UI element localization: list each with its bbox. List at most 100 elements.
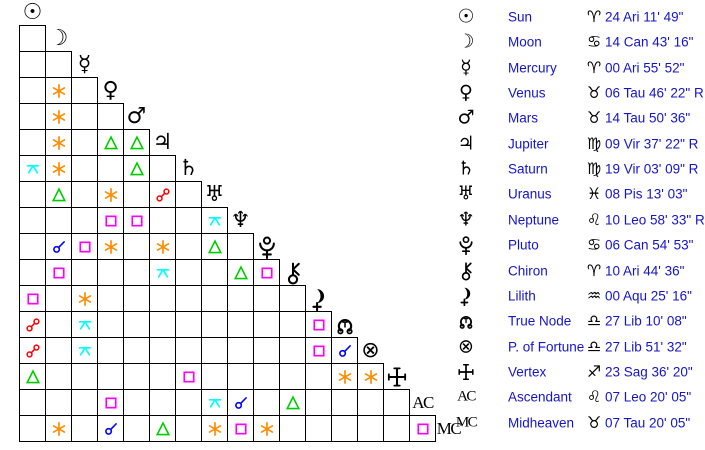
sextile-aspect-icon	[364, 369, 377, 384]
aspect-cell-saturn-jupiter	[149, 155, 176, 182]
conjunction-aspect-icon	[338, 344, 351, 357]
pisces-sign-cell: ♓	[583, 185, 605, 202]
position-row-moon: ☽ Moon ♋ 14 Can 43' 16"	[448, 29, 705, 54]
aspect-cell-jupiter-moon	[45, 129, 72, 156]
sextile-aspect-icon	[156, 239, 169, 254]
aspect-cell-vertex-chiron	[279, 363, 306, 390]
aspect-cell-ac-vertex	[383, 389, 410, 416]
position-row-venus: ♀ Venus ♉ 06 Tau 46' 22" R	[448, 80, 705, 105]
aspect-cell-neptune-uranus	[201, 207, 228, 234]
aspect-cell-pluto-jupiter	[149, 233, 176, 260]
aspect-cell-true-node-pluto	[253, 311, 280, 338]
trine-aspect-icon	[129, 134, 144, 149]
conjunction-aspect-icon	[104, 422, 117, 435]
aspect-cell-pluto-venus	[97, 233, 124, 260]
grid-point-ac: AC	[410, 390, 435, 415]
aspect-cell-fortune-mercury	[71, 337, 98, 364]
virgo-sign-cell: ♍	[583, 160, 605, 177]
sextile-aspect-icon	[260, 421, 273, 436]
aspect-cell-ac-uranus	[201, 389, 228, 416]
aspect-cell-vertex-fortune	[357, 363, 384, 390]
libra-sign-cell: ♎	[583, 338, 605, 355]
aspect-cell-mc-fortune	[357, 415, 384, 442]
square-aspect-icon	[312, 344, 325, 357]
aspect-cell-neptune-moon	[45, 207, 72, 234]
mercury-glyph-cell: ☿	[448, 58, 484, 77]
aspect-cell-fortune-saturn	[175, 337, 202, 364]
venus-glyph-cell: ♀	[448, 83, 484, 102]
virgo-icon: ♍	[586, 133, 602, 153]
aspect-cell-mc-vertex	[383, 415, 410, 442]
aspect-cell-fortune-lilith	[305, 337, 332, 364]
sextile-aspect-icon	[52, 421, 65, 436]
aspect-cell-mercury-moon	[45, 51, 72, 78]
mercury-icon: ☿	[77, 51, 92, 77]
quincunx-aspect-icon	[26, 164, 39, 174]
aspect-cell-neptune-jupiter	[149, 207, 176, 234]
mars-icon: ♂	[457, 106, 475, 128]
trine-aspect-icon	[51, 186, 66, 201]
aspect-cell-lilith-chiron	[279, 285, 306, 312]
aspect-cell-ac-mercury	[71, 389, 98, 416]
cancer-icon: ♋	[586, 31, 602, 51]
aspect-cell-fortune-true-node	[331, 337, 358, 364]
sextile-aspect-icon	[208, 421, 221, 436]
aspect-cell-mc-pluto	[253, 415, 280, 442]
position-row-mc: MC Midheaven ♉ 07 Tau 20' 05"	[448, 410, 705, 435]
chiron-icon	[287, 262, 300, 284]
position-row-saturn: ♄ Saturn ♍ 19 Vir 03' 09" R	[448, 156, 705, 181]
aspect-cell-chiron-jupiter	[149, 259, 176, 286]
sun-icon: ☉	[457, 5, 475, 27]
aspect-cell-moon-sun	[19, 25, 46, 52]
lilith-icon	[460, 287, 471, 306]
position-row-vertex: Vertex ♐ 23 Sag 36' 20"	[448, 359, 705, 384]
trine-aspect-icon	[103, 134, 118, 149]
square-aspect-icon	[260, 266, 273, 279]
aspect-cell-pluto-saturn	[175, 233, 202, 260]
square-aspect-icon	[52, 266, 65, 279]
planet-name: Sun	[508, 9, 533, 24]
aspect-cell-fortune-sun	[19, 337, 46, 364]
aspect-cell-uranus-moon	[45, 181, 72, 208]
grid-point-mars: ♂	[124, 104, 149, 129]
planet-position: 00 Ari 55' 52"	[605, 60, 685, 75]
planet-name: Saturn	[508, 161, 548, 176]
mc-label: MC	[436, 418, 462, 438]
position-row-mercury: ☿ Mercury ♈ 00 Ari 55' 52"	[448, 55, 705, 80]
aspect-cell-true-node-neptune	[227, 311, 254, 338]
aspect-cell-ac-lilith	[305, 389, 332, 416]
aspect-cell-true-node-saturn	[175, 311, 202, 338]
aspect-cell-ac-moon	[45, 389, 72, 416]
aspect-cell-venus-moon	[45, 77, 72, 104]
planet-position: 10 Ari 44' 36"	[605, 263, 685, 278]
aspect-cell-chiron-mars	[123, 259, 150, 286]
planet-position: 27 Lib 51' 32"	[605, 339, 687, 354]
planet-position: 09 Vir 37' 22" R	[605, 136, 699, 151]
ac-label: AC	[457, 388, 476, 404]
trine-aspect-icon	[25, 368, 40, 383]
aspect-cell-mc-mars	[123, 415, 150, 442]
grid-point-chiron	[280, 260, 305, 285]
aspect-cell-true-node-chiron	[279, 311, 306, 338]
aspect-cell-jupiter-sun	[19, 129, 46, 156]
pluto-glyph-cell	[448, 235, 484, 255]
opposition-aspect-icon	[25, 343, 40, 358]
grid-point-moon: ☽	[46, 26, 71, 51]
aspect-cell-uranus-jupiter	[149, 181, 176, 208]
aspect-cell-mc-chiron	[279, 415, 306, 442]
planet-position: 06 Tau 46' 22" R	[605, 85, 704, 100]
aspect-cell-vertex-sun	[19, 363, 46, 390]
taurus-icon: ♉	[586, 82, 602, 102]
aspect-cell-vertex-moon	[45, 363, 72, 390]
sextile-aspect-icon	[338, 369, 351, 384]
aspect-cell-lilith-neptune	[227, 285, 254, 312]
aspect-cell-uranus-saturn	[175, 181, 202, 208]
aspect-cell-lilith-pluto	[253, 285, 280, 312]
aspect-cell-vertex-uranus	[201, 363, 228, 390]
aspect-cell-fortune-jupiter	[149, 337, 176, 364]
moon-icon: ☽	[457, 30, 475, 52]
sun-icon: ☉	[22, 0, 43, 25]
grid-point-sun: ☉	[20, 0, 45, 25]
aspect-cell-lilith-mercury	[71, 285, 98, 312]
square-aspect-icon	[312, 318, 325, 331]
